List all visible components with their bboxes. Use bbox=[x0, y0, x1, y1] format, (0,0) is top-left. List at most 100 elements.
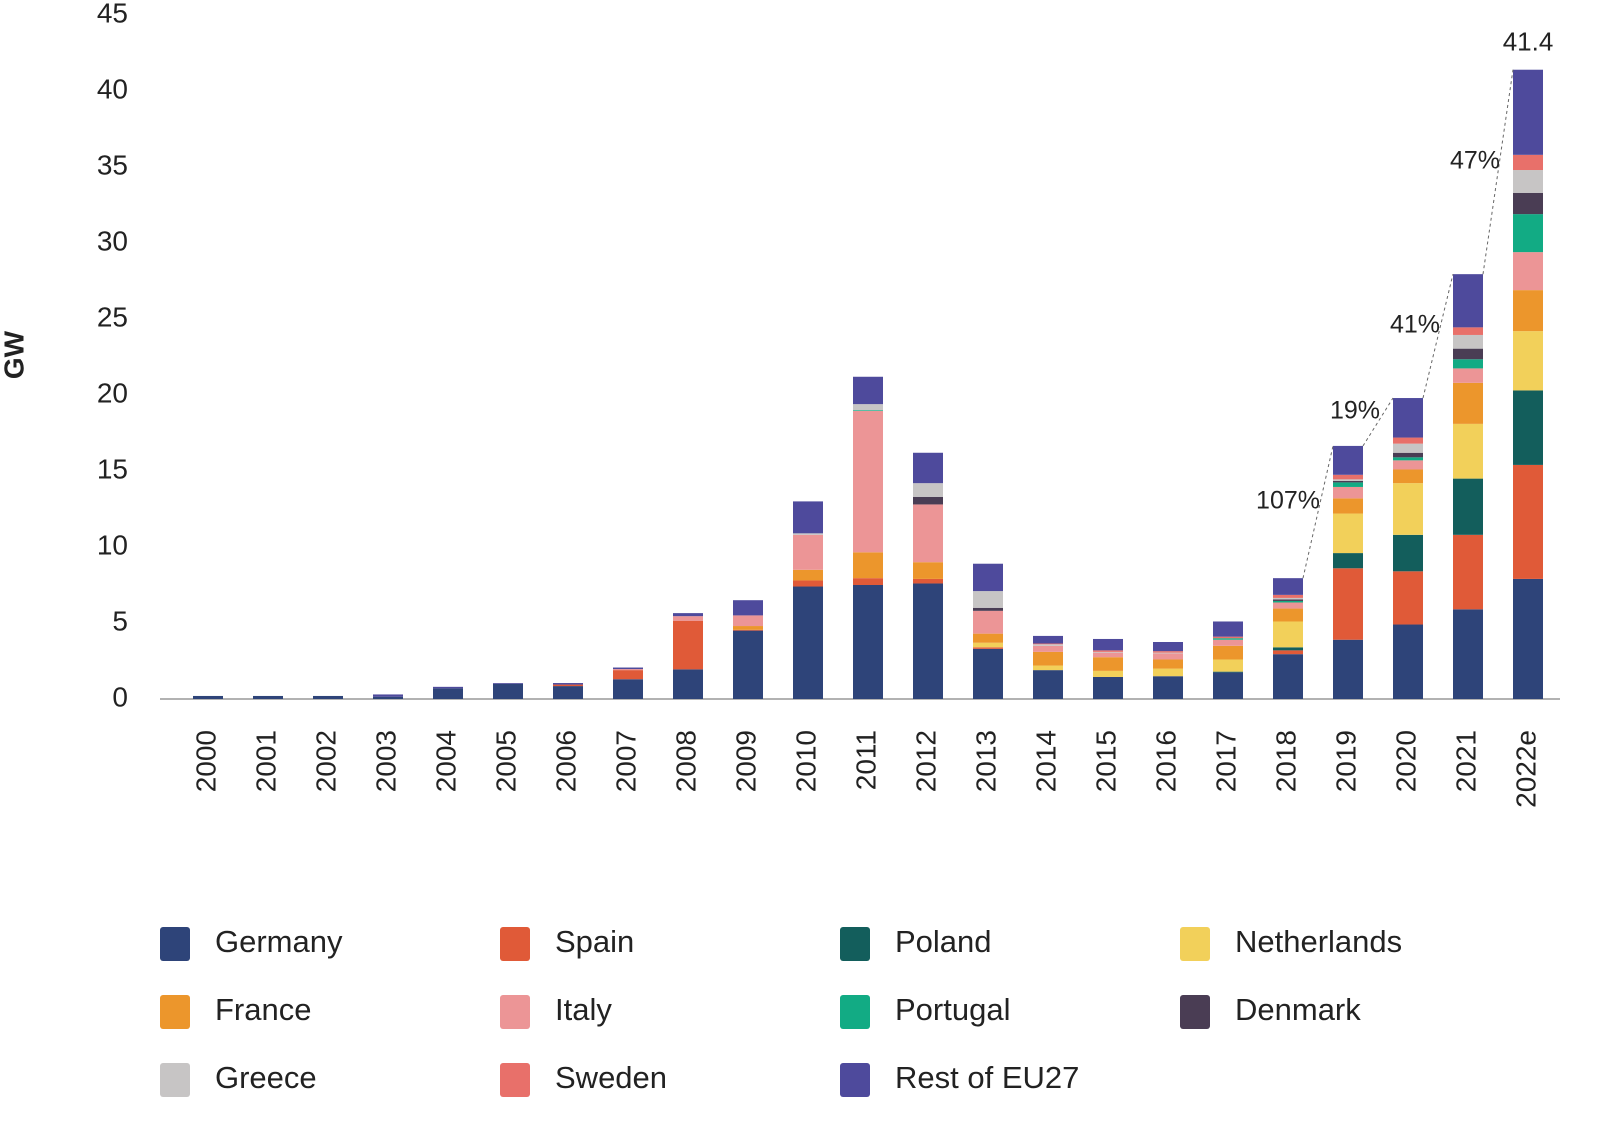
bar-segment bbox=[1513, 390, 1543, 465]
legend-label: Germany bbox=[215, 924, 343, 959]
bar-segment bbox=[433, 688, 463, 699]
growth-label: 47% bbox=[1450, 147, 1500, 175]
bar-segment bbox=[1333, 445, 1363, 475]
bar-segment bbox=[913, 583, 943, 699]
bar-segment bbox=[1093, 670, 1123, 677]
bar-segment bbox=[1213, 672, 1243, 699]
bar-segment bbox=[1213, 638, 1243, 640]
bar-segment bbox=[793, 534, 823, 570]
y-tick-label: 0 bbox=[112, 681, 128, 712]
bar-segment bbox=[1153, 642, 1183, 652]
bar-segment bbox=[1453, 334, 1483, 349]
bar-segment bbox=[1453, 368, 1483, 383]
bar-segment bbox=[733, 600, 763, 616]
bar-segment bbox=[1273, 599, 1303, 601]
bar-segment bbox=[1213, 639, 1243, 646]
bar-segment bbox=[733, 629, 763, 631]
bar-segment bbox=[553, 684, 583, 687]
bar-segment bbox=[673, 616, 703, 621]
bar-segment bbox=[1513, 69, 1543, 155]
y-tick-label: 40 bbox=[97, 73, 128, 104]
bar-segment bbox=[553, 683, 583, 685]
bar-segment bbox=[1093, 651, 1123, 653]
bar-segment bbox=[1513, 331, 1543, 391]
x-tick-label: 2015 bbox=[1090, 730, 1121, 792]
bar-segment bbox=[1453, 382, 1483, 424]
bar-segment bbox=[1273, 602, 1303, 609]
total-label: 41.4 bbox=[1503, 27, 1554, 57]
x-tick-label: 2010 bbox=[790, 730, 821, 792]
bar-segment bbox=[1333, 513, 1363, 554]
bar-segment bbox=[1513, 578, 1543, 699]
bar-segment bbox=[1273, 621, 1303, 648]
bar-segment bbox=[1453, 359, 1483, 369]
bar-segment bbox=[1513, 464, 1543, 579]
bar-segment bbox=[973, 633, 1003, 643]
bar-segment bbox=[1033, 651, 1063, 666]
x-tick-label: 2009 bbox=[730, 730, 761, 792]
x-tick-label: 2014 bbox=[1030, 730, 1061, 792]
x-tick-label: 2003 bbox=[370, 730, 401, 792]
bar-segment bbox=[793, 586, 823, 699]
legend-label: France bbox=[215, 992, 311, 1027]
bar-segment bbox=[1393, 483, 1423, 535]
bar-segment bbox=[1453, 478, 1483, 535]
bar-segment bbox=[493, 683, 523, 684]
growth-label: 19% bbox=[1330, 397, 1380, 425]
bar-segment bbox=[613, 670, 643, 680]
bar-segment bbox=[1393, 457, 1423, 461]
bar-segment bbox=[913, 504, 943, 563]
legend-swatch bbox=[500, 995, 530, 1029]
x-tick-label: 2000 bbox=[190, 730, 221, 792]
bar-segment bbox=[1273, 608, 1303, 622]
bar-segment bbox=[1393, 571, 1423, 625]
legend-label: Italy bbox=[555, 992, 612, 1027]
bar-segment bbox=[853, 578, 883, 585]
bar-segment bbox=[1093, 638, 1123, 651]
x-tick-label: 2022e bbox=[1510, 730, 1541, 808]
bar-segment bbox=[913, 452, 943, 484]
bar-segment bbox=[1213, 621, 1243, 637]
bar-segment bbox=[1333, 639, 1363, 699]
bar-segment bbox=[973, 563, 1003, 592]
bar-segment bbox=[1513, 192, 1543, 215]
bar-segment bbox=[1333, 568, 1363, 640]
x-tick-label: 2021 bbox=[1450, 730, 1481, 792]
legend-label: Denmark bbox=[1235, 992, 1361, 1027]
legend-label: Greece bbox=[215, 1060, 317, 1095]
bar-segment bbox=[1453, 327, 1483, 335]
bar-segment bbox=[853, 410, 883, 411]
bar-segment bbox=[793, 569, 823, 581]
bar-segment bbox=[673, 620, 703, 670]
legend-label: Spain bbox=[555, 924, 634, 959]
legend-label: Sweden bbox=[555, 1060, 667, 1095]
bar-segment bbox=[1273, 597, 1303, 600]
bar-segment bbox=[673, 669, 703, 699]
growth-label: 41% bbox=[1390, 311, 1440, 339]
bar-segment bbox=[973, 610, 1003, 634]
bar-segment bbox=[1213, 645, 1243, 660]
y-tick-label: 15 bbox=[97, 453, 128, 484]
bar-segment bbox=[1393, 437, 1423, 444]
bar-segment bbox=[1393, 624, 1423, 699]
bar-segment bbox=[1033, 644, 1063, 646]
legend-swatch bbox=[840, 1063, 870, 1097]
legend-swatch bbox=[160, 927, 190, 961]
y-axis-label: GW bbox=[0, 330, 29, 379]
bar-segment bbox=[1033, 665, 1063, 671]
x-tick-label: 2013 bbox=[970, 730, 1001, 792]
legend-swatch bbox=[1180, 927, 1210, 961]
bar-segment bbox=[1513, 154, 1543, 171]
growth-connector bbox=[1482, 69, 1514, 275]
bar-segment bbox=[1153, 668, 1183, 677]
bar-segment bbox=[1033, 670, 1063, 699]
legend-swatch bbox=[500, 1063, 530, 1097]
bar-segment bbox=[1273, 650, 1303, 655]
bar-segment bbox=[733, 615, 763, 627]
legend-swatch bbox=[160, 1063, 190, 1097]
legend-label: Rest of EU27 bbox=[895, 1060, 1079, 1095]
x-tick-label: 2002 bbox=[310, 730, 341, 792]
bar-segment bbox=[673, 613, 703, 617]
legend-swatch bbox=[160, 995, 190, 1029]
